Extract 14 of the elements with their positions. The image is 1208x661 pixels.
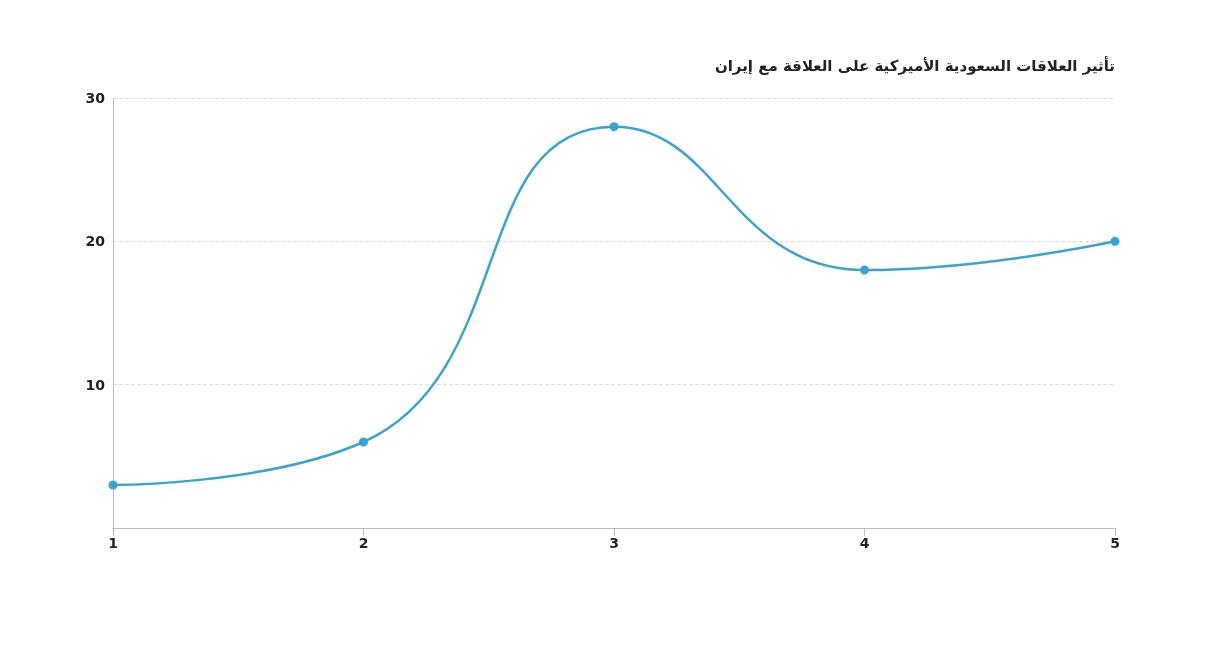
point xyxy=(1110,236,1120,246)
point xyxy=(860,265,869,275)
point xyxy=(359,437,368,447)
point xyxy=(609,122,619,132)
y-tick-label: 20 xyxy=(85,233,106,250)
chart-title: تأثير العلاقات السعودية الأميركية على العلاقة مع إيران xyxy=(714,55,1116,75)
x-tick-label: 2 xyxy=(358,535,369,551)
x-tick-label: 5 xyxy=(1110,535,1120,551)
x-tick-label: 3 xyxy=(609,535,619,551)
x-tick-label: 1 xyxy=(108,535,118,551)
x-tick-label: 4 xyxy=(859,535,870,551)
y-tick-label: 10 xyxy=(85,376,106,393)
y-tick-label: 30 xyxy=(85,90,106,106)
point xyxy=(108,480,118,490)
